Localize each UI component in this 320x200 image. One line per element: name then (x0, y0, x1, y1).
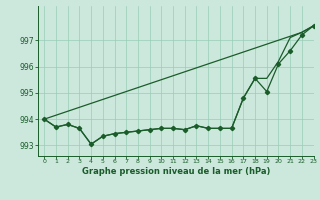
X-axis label: Graphe pression niveau de la mer (hPa): Graphe pression niveau de la mer (hPa) (82, 167, 270, 176)
